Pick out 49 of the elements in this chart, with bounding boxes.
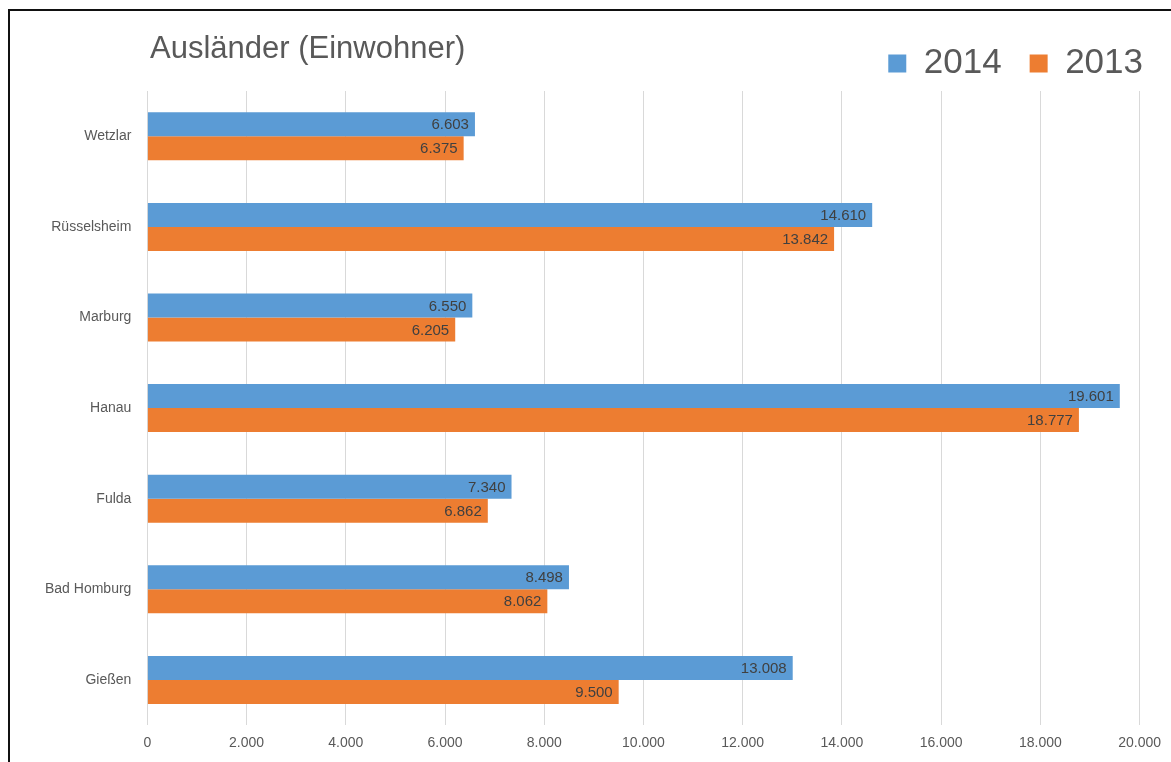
y-tick-label: Wetzlar [84,127,132,144]
bar [147,565,569,590]
x-tick-label: 12.000 [721,734,765,751]
data-label: 18.777 [1027,411,1073,429]
bar [147,317,456,342]
y-tick-label: Gießen [85,670,132,687]
data-label: 8.498 [525,568,563,586]
bar [147,498,488,523]
data-label: 13.842 [782,230,829,248]
x-tick-label: 14.000 [820,734,864,751]
bar [147,136,464,161]
x-tick-label: 16.000 [919,734,963,751]
x-tick-label: 6.000 [427,734,463,751]
x-tick-label: 2.000 [229,734,265,751]
data-label: 6.375 [420,139,458,157]
data-label: 6.550 [428,296,467,314]
x-tick-label: 4.000 [328,734,364,751]
bar [147,384,1120,409]
data-label: 8.062 [503,592,542,610]
data-label: 19.601 [1067,387,1114,405]
y-tick-label: Marburg [79,308,132,325]
data-label: 7.340 [467,477,506,495]
y-tick-label: Fulda [96,489,132,506]
data-label: 13.008 [740,659,787,677]
x-tick-label: 18.000 [1018,734,1062,751]
bar [147,589,548,614]
y-tick-label: Bad Homburg [44,580,132,597]
x-tick-label: 20.000 [1118,734,1162,751]
bar [147,655,793,680]
bar [147,293,473,318]
legend-label: 2014 [923,41,1002,81]
data-label: 6.603 [431,115,469,133]
bar [147,226,835,251]
data-label: 6.862 [444,501,482,519]
x-tick-label: 0 [143,734,152,751]
data-label: 6.205 [411,320,450,338]
y-tick-label: Hanau [90,398,132,415]
bar [147,112,475,137]
x-tick-label: 10.000 [622,734,666,751]
bar [147,408,1079,433]
x-tick-label: 8.000 [526,734,562,751]
data-label: 9.500 [575,683,613,701]
data-label: 14.610 [820,206,867,224]
chart-title: Ausländer (Einwohner) [150,30,466,66]
legend-label: 2013 [1065,41,1144,81]
bar [147,679,619,704]
bar [147,474,512,499]
y-tick-label: Rüsselsheim [51,217,132,234]
bar [147,202,873,227]
